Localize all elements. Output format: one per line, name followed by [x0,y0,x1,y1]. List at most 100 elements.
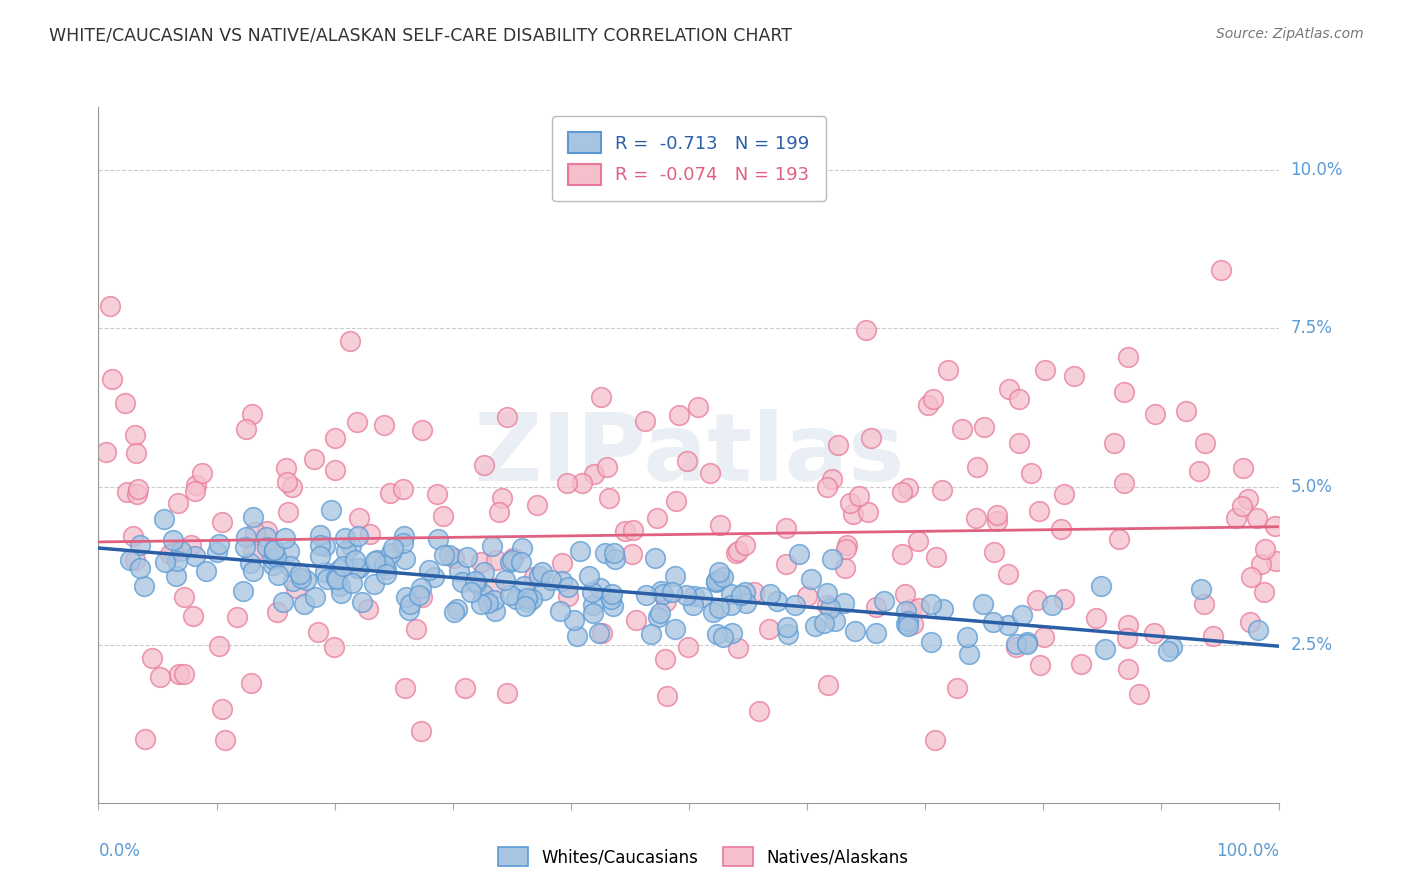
Point [965,510,987,524]
Point [254,530,277,544]
Point [470,597,492,611]
Point [972,597,994,611]
Point [957,647,980,661]
Point [1019,467,1042,481]
Point [307,624,329,639]
Point [800,572,823,586]
Point [551,574,574,589]
Point [839,496,862,510]
Point [418,563,440,577]
Point [277,505,299,519]
Point [398,603,420,617]
Point [373,558,395,572]
Point [235,422,257,436]
Point [966,460,988,475]
Point [335,544,357,558]
Point [551,557,574,571]
Point [363,577,385,591]
Point [652,587,675,601]
Point [614,524,637,539]
Point [449,564,471,578]
Point [233,540,256,554]
Point [624,613,647,627]
Point [153,512,176,526]
Point [256,524,278,538]
Point [118,553,141,567]
Point [602,599,624,614]
Point [134,732,156,747]
Point [274,461,297,475]
Point [274,531,297,545]
Point [290,571,312,585]
Point [946,681,969,695]
Point [648,607,671,621]
Point [655,690,678,704]
Point [1225,511,1247,525]
Point [1160,640,1182,655]
Point [1230,499,1253,513]
Point [477,596,499,610]
Point [1175,404,1198,418]
Point [283,574,305,588]
Point [163,545,186,559]
Point [460,585,482,599]
Point [789,547,811,561]
Point [323,640,346,655]
Point [894,587,917,601]
Point [173,667,195,681]
Point [1143,626,1166,640]
Point [263,543,285,558]
Point [815,598,838,612]
Point [256,541,278,555]
Point [207,545,229,559]
Point [817,678,839,692]
Point [433,548,456,562]
Point [815,479,838,493]
Point [309,549,332,563]
Point [894,604,917,618]
Point [94,445,117,459]
Point [686,400,709,414]
Point [634,588,657,602]
Point [655,594,678,608]
Point [720,598,742,612]
Point [593,546,616,560]
Point [125,446,148,460]
Point [709,600,731,615]
Point [454,681,477,696]
Point [709,566,731,580]
Point [1070,657,1092,671]
Point [122,529,145,543]
Point [834,541,856,556]
Point [375,562,398,576]
Point [496,409,519,424]
Point [165,568,187,582]
Point [242,509,264,524]
Point [1085,611,1108,625]
Point [891,547,914,561]
Point [326,573,349,587]
Point [443,551,465,566]
Point [411,723,433,738]
Text: 2.5%: 2.5% [1291,636,1333,654]
Point [1008,392,1031,406]
Point [675,588,697,602]
Point [517,595,540,609]
Point [640,627,662,641]
Point [208,537,231,551]
Point [1116,350,1139,364]
Point [897,614,920,628]
Point [481,539,503,553]
Point [124,428,146,442]
Point [382,541,405,555]
Point [758,622,780,636]
Point [1247,623,1270,637]
Point [242,545,264,559]
Point [482,581,505,595]
Point [1116,662,1139,676]
Point [711,630,734,644]
Point [352,595,374,609]
Point [813,616,835,631]
Point [855,323,877,337]
Point [211,702,233,716]
